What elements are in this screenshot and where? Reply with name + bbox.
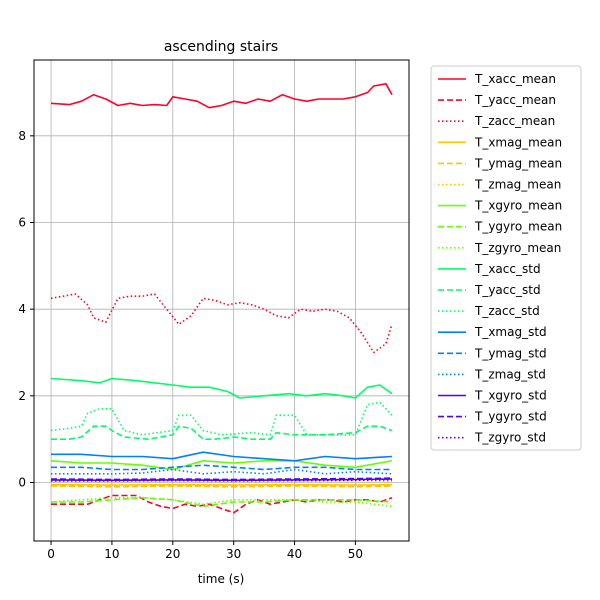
legend-label: T_ygyro_std	[474, 410, 547, 424]
y-tick-label: 6	[18, 216, 26, 230]
legend-label: T_xmag_std	[474, 325, 547, 339]
series-line-t-xgyro-mean	[50, 459, 393, 471]
series-lines	[50, 83, 393, 514]
series-line-t-xacc-std	[50, 377, 393, 399]
legend-label: T_ymag_std	[474, 346, 547, 360]
series-line-t-zacc-std	[50, 401, 393, 436]
x-tick-label: 0	[47, 547, 55, 561]
legend-label: T_xacc_mean	[474, 72, 556, 86]
x-axis-label: time (s)	[198, 572, 245, 586]
series-line-t-yacc-std	[51, 425, 393, 441]
legend-label: T_xgyro_mean	[474, 199, 562, 213]
x-tick-label: 50	[348, 547, 363, 561]
series-line-t-yacc-mean	[51, 494, 393, 514]
legend-label: T_zgyro_std	[474, 431, 546, 445]
legend-label: T_zmag_std	[474, 367, 546, 381]
legend-label: T_xgyro_std	[474, 389, 547, 403]
legend-label: T_yacc_std	[474, 283, 541, 297]
legend-label: T_zacc_std	[474, 304, 540, 318]
legend-label: T_xacc_std	[474, 262, 541, 276]
x-tick-label: 40	[287, 547, 302, 561]
series-line-t-zacc-mean	[50, 293, 393, 354]
x-tick-label: 20	[165, 547, 180, 561]
x-tick-label: 30	[226, 547, 241, 561]
legend-label: T_xmag_mean	[474, 135, 562, 149]
legend-label: T_zgyro_mean	[474, 241, 561, 255]
series-line-t-xmag-std	[51, 451, 393, 462]
legend-label: T_ymag_mean	[474, 156, 562, 170]
legend-label: T_zmag_mean	[474, 178, 561, 192]
legend-label: T_zacc_mean	[474, 114, 555, 128]
series-line-t-xacc-mean	[50, 83, 393, 109]
series-line-t-ymag-mean	[50, 485, 393, 488]
grid	[34, 60, 409, 541]
legend-label: T_yacc_mean	[474, 93, 556, 107]
x-tick-label: 10	[104, 547, 119, 561]
chart-title: ascending stairs	[164, 39, 278, 55]
series-line-t-zgyro-std	[51, 479, 393, 482]
legend: T_xacc_mean T_yacc_mean T_zacc_mean T_xmag_…	[430, 65, 582, 451]
y-tick-label: 8	[18, 129, 26, 143]
y-tick-label: 0	[18, 476, 26, 490]
series-line-t-ygyro-mean	[51, 496, 393, 508]
series-line-t-zmag-mean	[50, 480, 393, 484]
legend-label: T_ygyro_mean	[474, 220, 562, 234]
series-line-t-zmag-std	[51, 468, 393, 475]
y-tick-label: 2	[18, 389, 26, 403]
series-line-t-ymag-std	[51, 464, 392, 471]
y-tick-label: 4	[18, 302, 26, 316]
plot-frame	[33, 59, 410, 542]
series-line-t-zgyro-mean	[50, 496, 393, 508]
legend-box	[430, 65, 582, 451]
axis-ticks: 0 10 20 30 40 50 0 2 4 6 8	[18, 129, 363, 561]
series-line-t-ygyro-std	[50, 477, 393, 481]
